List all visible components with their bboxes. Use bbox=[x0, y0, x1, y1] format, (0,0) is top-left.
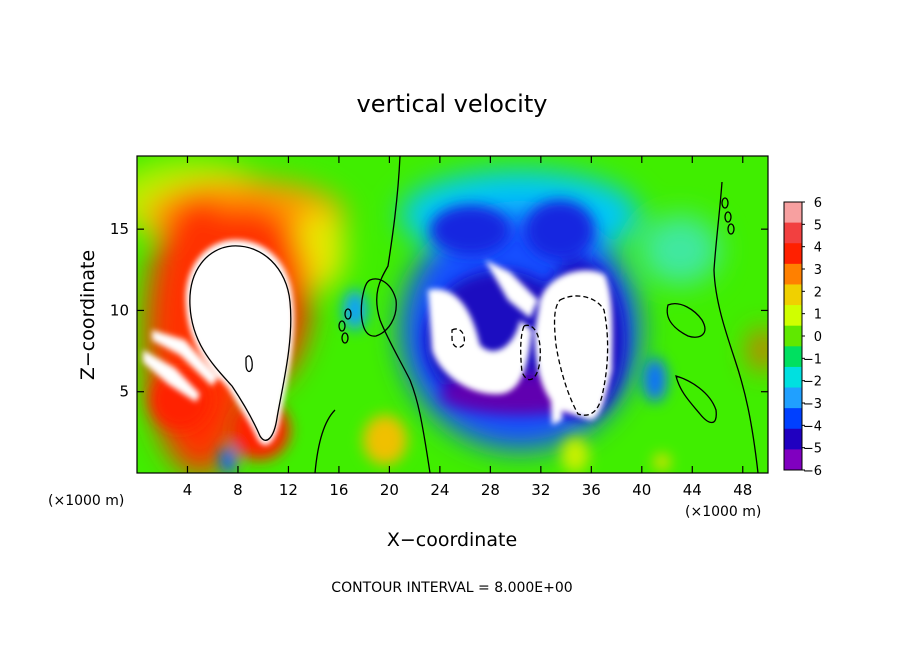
y-axis: 5 10 15 bbox=[110, 220, 768, 401]
colorbar-swatch bbox=[784, 387, 802, 409]
contour-positive-updraft bbox=[189, 245, 292, 441]
colorbar-tick-label: −5 bbox=[803, 442, 822, 457]
x-axis: 4 8 12 16 20 24 28 32 36 40 44 48 bbox=[183, 156, 752, 499]
colorbar-tick-label: 4 bbox=[814, 241, 822, 256]
colorbar-tick-label: 3 bbox=[814, 263, 822, 278]
colorbar-swatch bbox=[784, 263, 802, 285]
velocity-field bbox=[137, 156, 768, 473]
contour-negative-left bbox=[520, 324, 541, 381]
colorbar-swatch bbox=[784, 305, 802, 327]
x-unit-right: (×1000 m) bbox=[685, 504, 761, 520]
colorbar-tick-label: 1 bbox=[814, 308, 822, 323]
x-tick-label: 12 bbox=[279, 481, 298, 499]
contour-interval-note: CONTOUR INTERVAL = 8.000E+00 bbox=[331, 580, 572, 596]
y-tick-label: 10 bbox=[110, 301, 129, 319]
colorbar-tick-label: 6 bbox=[814, 196, 822, 211]
x-unit-left: (×1000 m) bbox=[48, 493, 124, 509]
contour-positive-small bbox=[245, 355, 253, 373]
colorbar-swatch bbox=[784, 346, 802, 368]
x-tick-label: 48 bbox=[733, 481, 752, 499]
colorbar-swatch bbox=[784, 408, 802, 430]
colorbar-tick-label: 5 bbox=[814, 218, 822, 233]
x-tick-label: 20 bbox=[380, 481, 399, 499]
colorbar: 6 5 4 3 2 1 0 −1 −2 −3 −4 −5 −6 bbox=[783, 196, 822, 479]
plot-frame bbox=[136, 155, 769, 474]
x-tick-label: 32 bbox=[531, 481, 550, 499]
chart-title: vertical velocity bbox=[357, 90, 548, 118]
colorbar-tick-label: 2 bbox=[814, 285, 822, 300]
colorbar-swatch bbox=[784, 428, 802, 450]
x-tick-label: 44 bbox=[683, 481, 702, 499]
colorbar-tick-label: −3 bbox=[803, 397, 822, 412]
colorbar-tick-label: 0 bbox=[814, 330, 822, 345]
colorbar-tick-label: −6 bbox=[803, 464, 822, 479]
x-axis-label: X−coordinate bbox=[387, 529, 517, 551]
colorbar-swatch bbox=[784, 202, 802, 224]
x-tick-label: 36 bbox=[582, 481, 601, 499]
x-tick-label: 24 bbox=[430, 481, 449, 499]
y-tick-label: 15 bbox=[110, 220, 129, 238]
y-axis-label: Z−coordinate bbox=[77, 250, 99, 380]
contour-negative-main bbox=[553, 295, 609, 416]
colorbar-swatch bbox=[784, 449, 802, 471]
contour-zero-east-lower bbox=[675, 375, 717, 424]
colorbar-swatch bbox=[784, 284, 802, 306]
x-tick-label: 28 bbox=[481, 481, 500, 499]
colorbar-swatch bbox=[784, 366, 802, 389]
y-tick-label: 5 bbox=[119, 383, 129, 401]
colorbar-swatch bbox=[784, 243, 802, 265]
x-tick-label: 4 bbox=[183, 481, 193, 499]
contour-zero-island bbox=[360, 278, 397, 337]
x-tick-label: 8 bbox=[233, 481, 243, 499]
colorbar-tick-label: −2 bbox=[803, 375, 822, 390]
x-tick-label: 16 bbox=[329, 481, 348, 499]
colorbar-swatch bbox=[784, 325, 802, 347]
contour-zero-east-island bbox=[666, 303, 706, 338]
contour-zero-lower-left bbox=[314, 409, 336, 473]
contour-negative bbox=[451, 295, 609, 416]
colorbar-tick-label: −4 bbox=[803, 419, 822, 434]
colorbar-tick-label: −1 bbox=[803, 352, 822, 367]
contour-lines bbox=[189, 156, 759, 473]
x-tick-label: 40 bbox=[632, 481, 651, 499]
contour-zero-west bbox=[376, 156, 431, 473]
contour-zero-east bbox=[713, 181, 759, 473]
colorbar-swatch bbox=[784, 222, 802, 244]
